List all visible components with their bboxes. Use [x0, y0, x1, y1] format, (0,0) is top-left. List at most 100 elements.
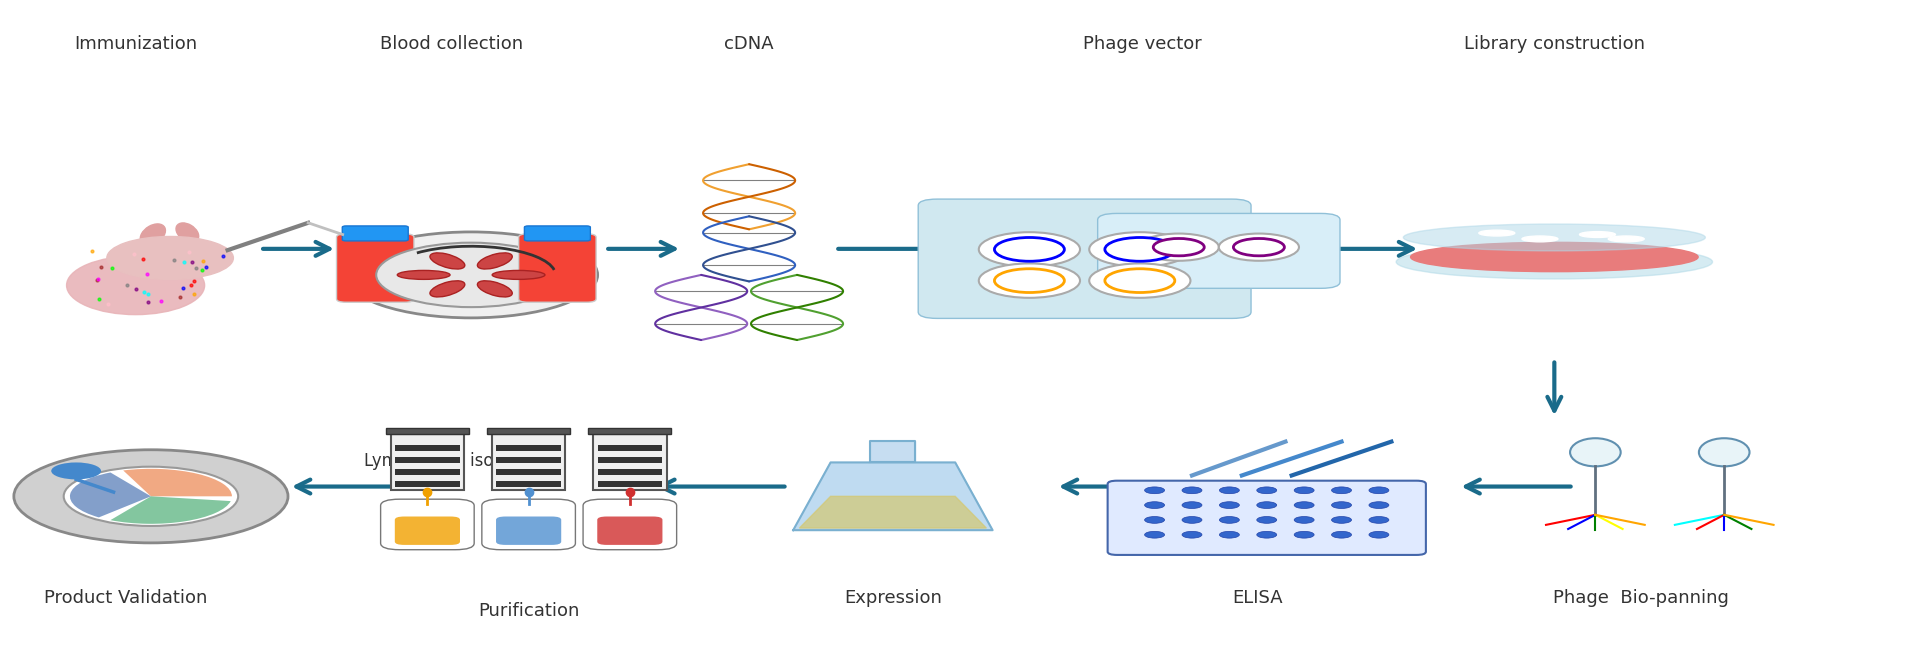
Circle shape: [1332, 531, 1352, 538]
Text: Phage  Bio-panning: Phage Bio-panning: [1553, 589, 1728, 607]
Ellipse shape: [430, 253, 465, 269]
FancyBboxPatch shape: [482, 499, 576, 550]
Circle shape: [1144, 531, 1165, 538]
Text: Phage vector: Phage vector: [1083, 35, 1202, 54]
FancyBboxPatch shape: [342, 226, 409, 241]
Circle shape: [1089, 264, 1190, 298]
Polygon shape: [793, 462, 993, 530]
Text: Lymphocyte isolation: Lymphocyte isolation: [365, 453, 540, 470]
Text: Purification: Purification: [478, 602, 580, 620]
Ellipse shape: [1411, 243, 1697, 271]
Text: Blood collection: Blood collection: [380, 35, 524, 54]
Circle shape: [1258, 517, 1277, 523]
Circle shape: [63, 467, 238, 526]
Ellipse shape: [177, 223, 198, 242]
Circle shape: [1332, 487, 1352, 494]
Circle shape: [1294, 531, 1313, 538]
Bar: [597, 481, 662, 487]
Circle shape: [376, 243, 566, 307]
Circle shape: [1219, 487, 1238, 494]
Circle shape: [1294, 517, 1313, 523]
FancyBboxPatch shape: [495, 517, 561, 545]
FancyBboxPatch shape: [1108, 481, 1427, 555]
Circle shape: [1183, 502, 1202, 509]
FancyBboxPatch shape: [380, 499, 474, 550]
Circle shape: [1154, 239, 1204, 256]
Circle shape: [1183, 487, 1202, 494]
FancyBboxPatch shape: [396, 517, 461, 545]
Ellipse shape: [1396, 245, 1713, 279]
FancyBboxPatch shape: [524, 226, 589, 241]
Ellipse shape: [430, 281, 465, 297]
FancyBboxPatch shape: [336, 234, 415, 302]
Circle shape: [1219, 233, 1300, 261]
Circle shape: [1104, 237, 1175, 261]
Ellipse shape: [478, 281, 513, 297]
Circle shape: [1369, 502, 1388, 509]
Circle shape: [13, 450, 288, 543]
Circle shape: [1089, 232, 1190, 267]
Text: Expression: Expression: [845, 589, 943, 607]
Bar: [597, 445, 662, 451]
Circle shape: [1258, 502, 1277, 509]
Wedge shape: [111, 496, 230, 524]
Bar: [497, 457, 561, 463]
Circle shape: [1332, 502, 1352, 509]
Circle shape: [1332, 517, 1352, 523]
Polygon shape: [799, 496, 987, 528]
Bar: [597, 457, 662, 463]
Ellipse shape: [1609, 236, 1644, 242]
FancyBboxPatch shape: [518, 234, 595, 302]
Ellipse shape: [397, 270, 449, 279]
Circle shape: [1369, 487, 1388, 494]
FancyBboxPatch shape: [492, 434, 564, 490]
Circle shape: [1219, 502, 1238, 509]
Circle shape: [1258, 487, 1277, 494]
Text: Library construction: Library construction: [1463, 35, 1645, 54]
Circle shape: [1144, 487, 1165, 494]
FancyBboxPatch shape: [593, 434, 666, 490]
Circle shape: [1233, 239, 1284, 256]
Text: ELISA: ELISA: [1233, 589, 1283, 607]
Circle shape: [1369, 531, 1388, 538]
Ellipse shape: [1523, 236, 1557, 242]
Circle shape: [1144, 517, 1165, 523]
Ellipse shape: [1571, 438, 1620, 466]
Circle shape: [979, 232, 1081, 267]
Circle shape: [979, 264, 1081, 298]
Circle shape: [1183, 531, 1202, 538]
Bar: [497, 481, 561, 487]
Circle shape: [1369, 517, 1388, 523]
Circle shape: [108, 237, 234, 279]
Bar: [396, 469, 459, 475]
Bar: [597, 469, 662, 475]
Bar: [386, 428, 468, 434]
Text: Product Validation: Product Validation: [44, 589, 207, 607]
Circle shape: [1144, 502, 1165, 509]
Ellipse shape: [1404, 224, 1705, 251]
Ellipse shape: [478, 253, 513, 269]
Ellipse shape: [1580, 232, 1615, 237]
Ellipse shape: [492, 270, 545, 279]
Circle shape: [1258, 531, 1277, 538]
Bar: [497, 469, 561, 475]
Bar: [396, 481, 459, 487]
FancyBboxPatch shape: [584, 499, 676, 550]
Polygon shape: [870, 441, 916, 462]
Circle shape: [1294, 487, 1313, 494]
Circle shape: [52, 462, 102, 479]
Bar: [396, 445, 459, 451]
Bar: [588, 428, 672, 434]
Text: cDNA: cDNA: [724, 35, 774, 54]
FancyBboxPatch shape: [918, 199, 1252, 318]
Circle shape: [1139, 233, 1219, 261]
Circle shape: [1104, 269, 1175, 292]
FancyBboxPatch shape: [597, 517, 662, 545]
Circle shape: [1219, 517, 1238, 523]
Ellipse shape: [140, 224, 165, 245]
Bar: [497, 445, 561, 451]
Ellipse shape: [67, 256, 205, 315]
Wedge shape: [123, 469, 232, 496]
Text: Immunization: Immunization: [75, 35, 198, 54]
Ellipse shape: [1699, 438, 1749, 466]
